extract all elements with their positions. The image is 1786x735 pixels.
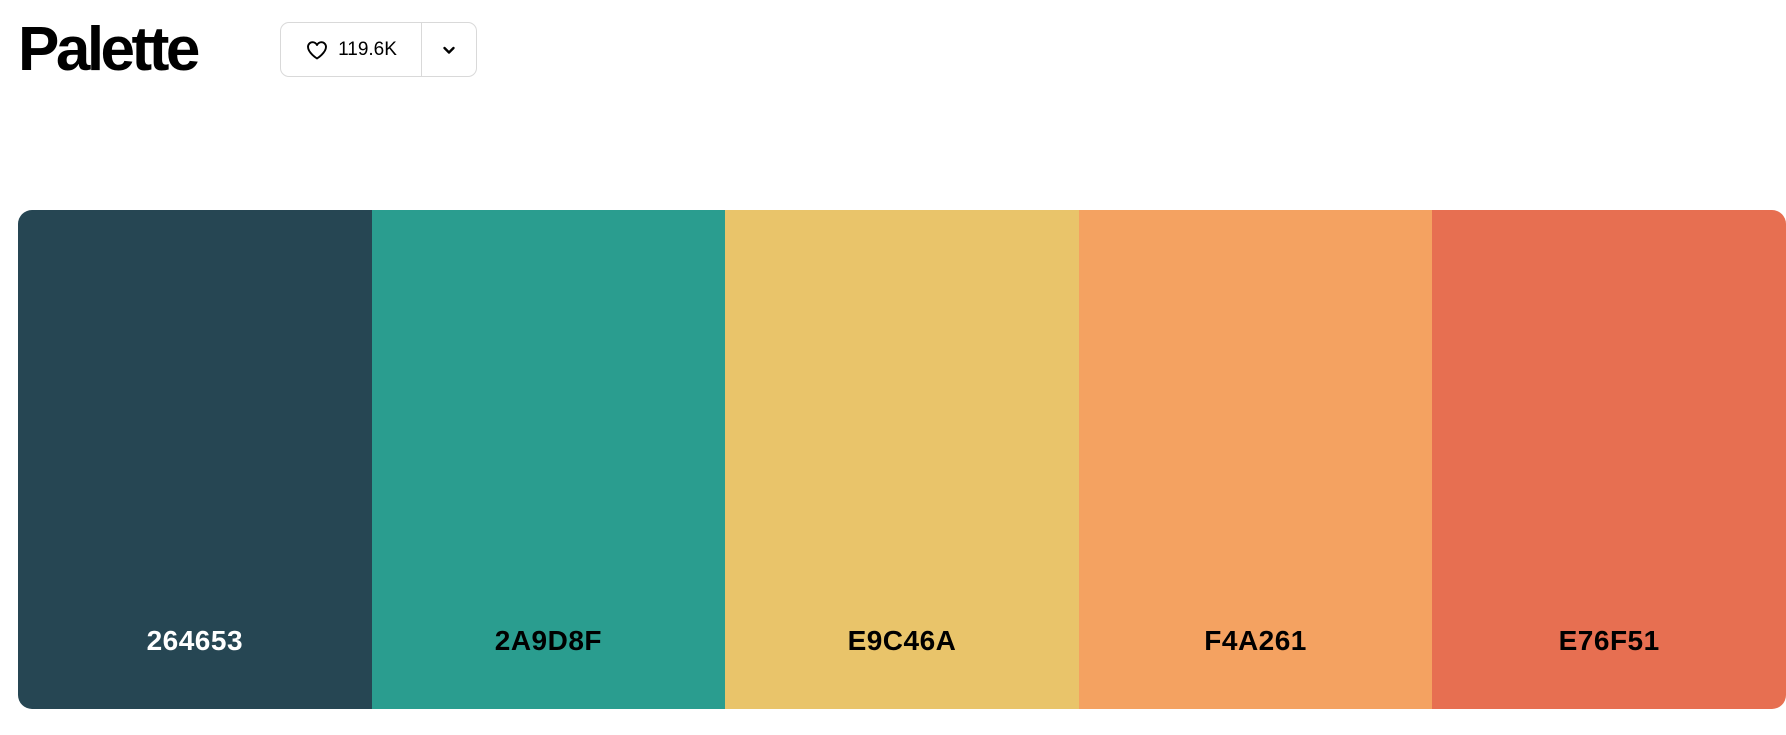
color-swatch[interactable]: F4A261 <box>1078 210 1433 709</box>
color-swatch[interactable]: 2A9D8F <box>371 210 726 709</box>
color-swatch[interactable]: E76F51 <box>1432 210 1786 709</box>
color-swatch[interactable]: E9C46A <box>725 210 1079 709</box>
like-count: 119.6K <box>338 38 397 60</box>
color-palette: 264653 2A9D8F E9C46A F4A261 E76F51 <box>18 210 1786 709</box>
color-hex-label: 2A9D8F <box>494 625 603 656</box>
like-button[interactable]: 119.6K <box>281 23 422 76</box>
color-hex-label: E9C46A <box>847 625 957 656</box>
color-swatch[interactable]: 264653 <box>18 210 372 709</box>
more-options-button[interactable] <box>422 23 476 76</box>
palette-actions: 119.6K <box>280 22 477 77</box>
heart-icon <box>305 38 329 62</box>
color-hex-label: E76F51 <box>1558 625 1660 656</box>
color-hex-label: 264653 <box>146 625 244 656</box>
page-title: Palette <box>18 15 200 84</box>
chevron-down-icon <box>441 42 457 58</box>
color-hex-label: F4A261 <box>1204 625 1307 656</box>
